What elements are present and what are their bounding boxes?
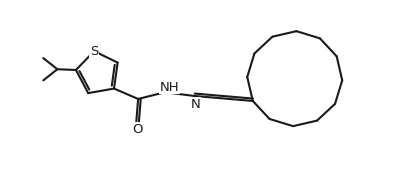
Text: O: O bbox=[132, 123, 142, 136]
Text: S: S bbox=[90, 45, 98, 58]
Text: N: N bbox=[190, 98, 200, 111]
Text: NH: NH bbox=[160, 81, 180, 94]
